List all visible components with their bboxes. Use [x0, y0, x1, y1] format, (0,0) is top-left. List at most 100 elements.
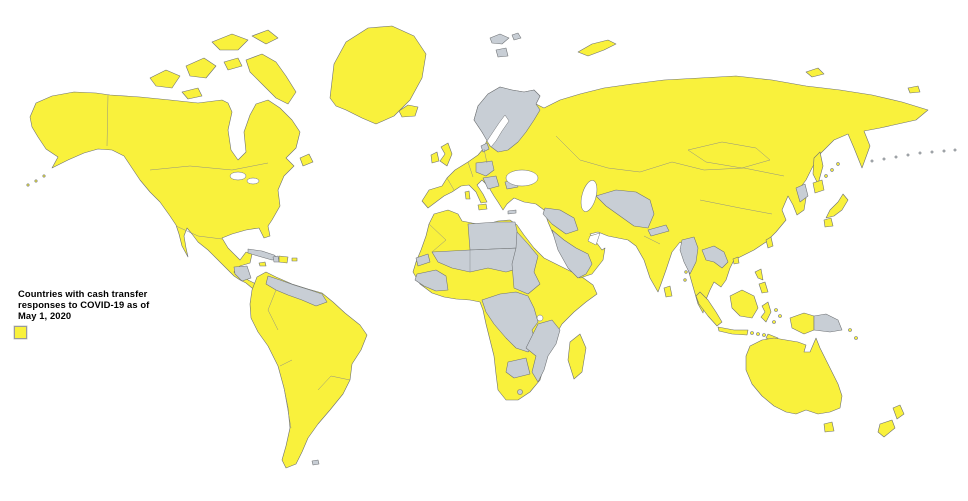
island-dot: [824, 174, 828, 178]
region-new-zealand-south: [877, 419, 896, 438]
island-dot: [26, 183, 30, 187]
region-sudan-eritrea: [511, 231, 541, 295]
region-arctic-island-baffin: [245, 53, 297, 105]
region-arctic-island-banks: [149, 69, 181, 89]
kuril-islands-dots: [824, 162, 840, 178]
great-lakes-west: [229, 171, 247, 181]
black-sea: [505, 169, 539, 187]
region-japan-hokkaido: [812, 179, 825, 194]
region-wrangel-island: [907, 85, 921, 94]
island-dot: [930, 150, 934, 154]
region-borneo: [729, 289, 759, 319]
legend-swatch-cash-transfer: [14, 326, 27, 340]
region-central-europe: [475, 160, 495, 177]
region-western-sahara: [415, 253, 431, 267]
region-haiti: [272, 255, 280, 263]
region-central-asia-afghanistan: [595, 189, 655, 229]
region-papua-new-guinea: [813, 313, 843, 333]
region-java: [717, 326, 749, 336]
region-sicily: [477, 203, 488, 211]
island-dot: [882, 157, 886, 161]
legend-title-line-2: responses to COVID-19 as of: [18, 298, 150, 310]
region-tanzania-zambia-mozambique: [525, 319, 561, 383]
island-dot: [870, 159, 874, 163]
region-falkland-islands: [311, 459, 320, 466]
region-crete: [507, 209, 517, 215]
region-greenland: [329, 25, 427, 125]
aleutian-islands-dots: [26, 148, 957, 187]
region-arctic-island-small-2: [223, 57, 243, 71]
region-denmark: [480, 142, 490, 153]
caspian-sea: [580, 180, 598, 212]
region-myanmar: [679, 236, 699, 275]
region-libya-egypt: [467, 221, 519, 251]
island-dot: [772, 320, 776, 324]
region-iceland: [398, 104, 419, 118]
internal-country-borders: [106, 94, 785, 429]
region-balkans-west: [482, 175, 500, 190]
island-dot: [942, 149, 946, 153]
island-dot: [684, 270, 688, 274]
region-arabian-peninsula: [551, 229, 593, 279]
island-dot: [762, 333, 766, 337]
island-dot: [774, 308, 778, 312]
region-svalbard-3: [495, 47, 509, 58]
island-dot: [42, 174, 46, 178]
region-arctic-island-small-1: [181, 87, 203, 100]
region-novaya-zemlya: [577, 39, 617, 57]
region-sahel-band: [431, 247, 521, 273]
island-dot: [953, 148, 957, 152]
region-sumatra: [695, 291, 723, 327]
region-madagascar: [567, 333, 587, 380]
region-arctic-island-devon: [251, 29, 279, 45]
region-taiwan: [765, 236, 774, 249]
region-new-siberian-islands: [805, 67, 825, 78]
legend-title-line-3: May 1, 2020: [18, 309, 72, 321]
region-honduras-nicaragua: [233, 265, 252, 282]
island-dot: [918, 151, 922, 155]
region-sri-lanka: [663, 285, 673, 298]
great-lakes-east: [246, 177, 260, 185]
region-japan-honshu: [825, 193, 849, 219]
region-south-america: [249, 271, 368, 469]
region-north-america: [29, 91, 301, 293]
region-australia: [745, 337, 843, 415]
island-dot: [894, 155, 898, 159]
water-bodies: [229, 114, 601, 322]
legend-title-line-1: Countries with cash transfer: [18, 288, 148, 299]
legend: Countries with cash transfer responses t…: [14, 288, 188, 340]
region-laos-north-vietnam: [701, 245, 729, 269]
region-sakhalin: [812, 151, 824, 185]
island-dot: [848, 328, 852, 332]
region-newfoundland: [299, 153, 314, 167]
region-svalbard-1: [489, 33, 510, 45]
legend-title: Countries with cash transfer responses t…: [18, 288, 188, 321]
region-tasmania: [823, 421, 835, 433]
region-puerto-rico: [291, 257, 298, 262]
region-japan-kyushu: [823, 217, 834, 228]
region-jamaica: [258, 261, 267, 267]
island-dot: [34, 179, 38, 183]
region-botswana: [505, 357, 531, 379]
region-ireland: [430, 151, 440, 164]
island-dot: [750, 331, 754, 335]
island-dot: [854, 336, 858, 340]
region-syria-iraq: [542, 207, 579, 235]
region-hainan: [732, 256, 740, 265]
region-guinea-belt: [414, 269, 449, 292]
lake-victoria: [536, 314, 544, 322]
island-dot: [836, 162, 840, 166]
indonesia-island-dots: [683, 270, 858, 340]
region-new-guinea-west: [789, 312, 815, 335]
region-arctic-island-ellesmere: [211, 33, 249, 51]
region-sulawesi: [760, 301, 772, 323]
island-dot: [683, 278, 687, 282]
island-dot: [830, 168, 834, 172]
region-philippines-luzon: [754, 268, 764, 281]
region-new-zealand-north: [892, 404, 905, 420]
region-north-korea: [795, 183, 809, 203]
region-svalbard-2: [511, 32, 522, 41]
region-philippines-mindanao: [758, 281, 769, 294]
region-venezuela-guianas: [265, 275, 328, 307]
